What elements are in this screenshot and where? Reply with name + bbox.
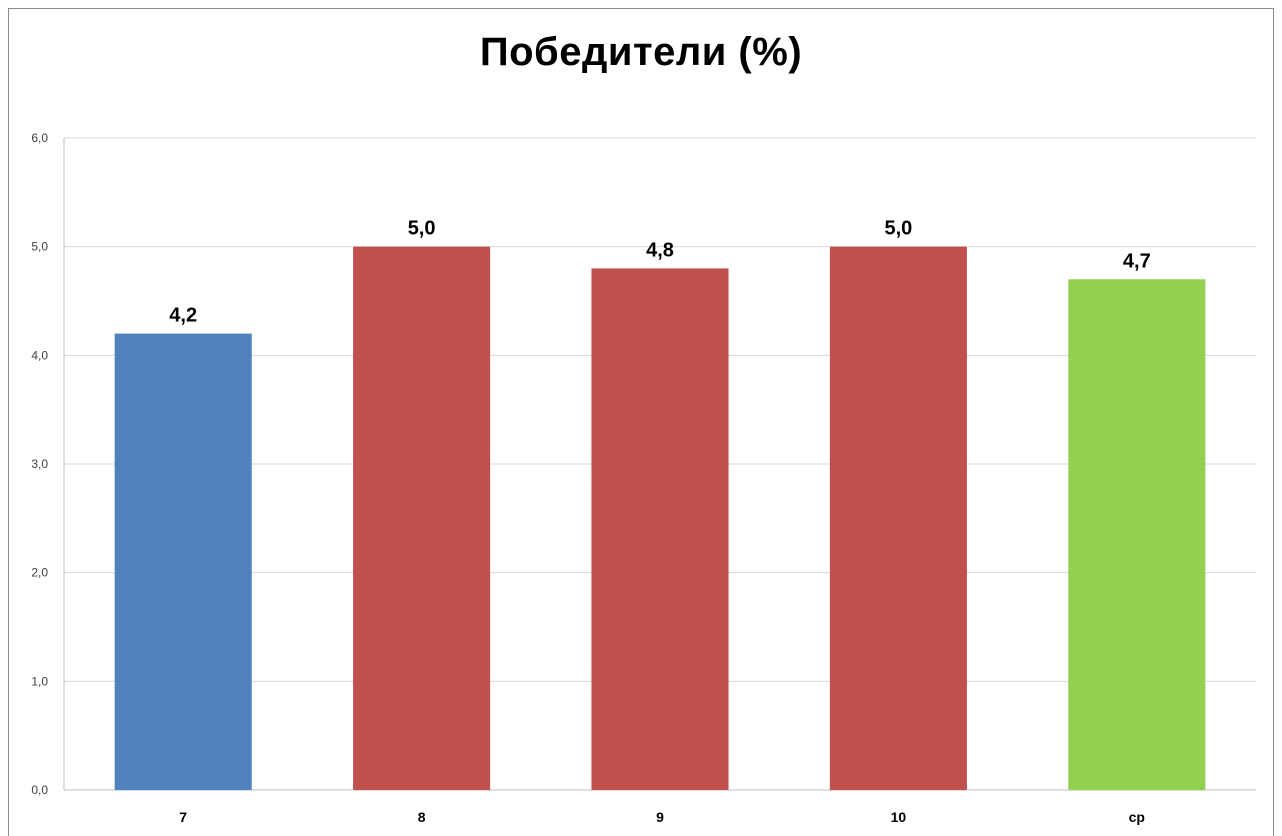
data-label: 4,8 (646, 239, 674, 261)
x-tick-label: 9 (656, 809, 664, 825)
bar (114, 333, 252, 790)
data-label: 5,0 (884, 218, 912, 240)
y-tick-label: 5,0 (31, 240, 48, 254)
bar (1068, 279, 1206, 790)
y-tick-label: 1,0 (31, 674, 48, 688)
data-label: 4,2 (169, 305, 197, 327)
bar (353, 246, 491, 790)
data-label: 5,0 (408, 218, 436, 240)
x-tick-label: ср (1129, 809, 1145, 825)
data-label: 4,7 (1123, 250, 1151, 272)
x-tick-label: 7 (179, 809, 187, 825)
chart-title: Победители (%) (479, 30, 803, 74)
y-tick-label: 0,0 (31, 783, 48, 797)
bar (591, 268, 729, 790)
y-tick-label: 4,0 (31, 348, 48, 362)
y-tick-label: 3,0 (31, 457, 48, 471)
x-tick-label: 10 (891, 809, 907, 825)
y-tick-label: 6,0 (31, 131, 48, 145)
y-tick-label: 2,0 (31, 566, 48, 580)
x-tick-label: 8 (418, 809, 426, 825)
bar (829, 246, 967, 790)
